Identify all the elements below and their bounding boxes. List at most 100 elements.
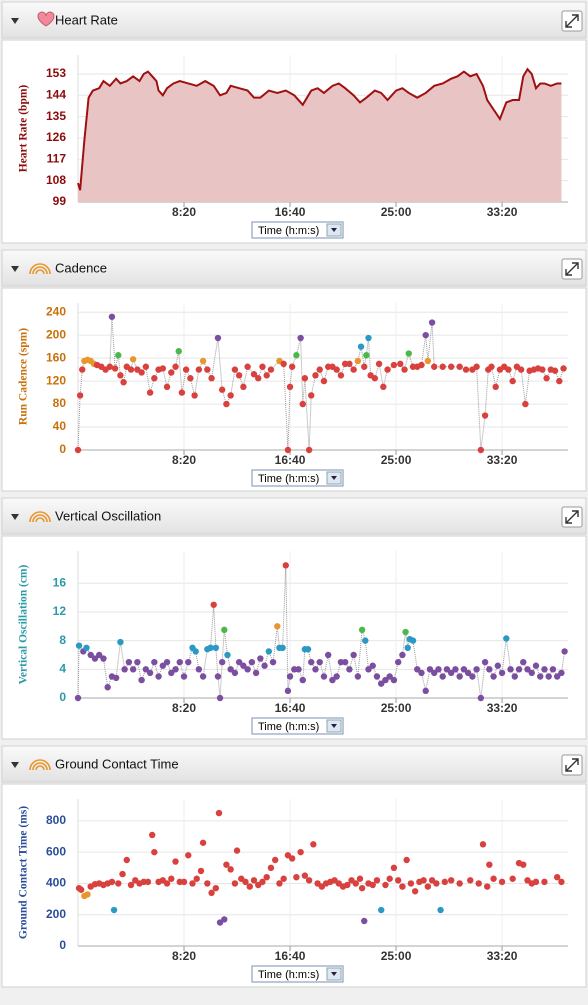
point (561, 648, 568, 655)
point (462, 366, 470, 373)
point (255, 375, 262, 382)
y-tick-label: 153 (46, 66, 66, 80)
expand-icon (565, 758, 579, 772)
collapse-toggle[interactable] (11, 514, 19, 520)
point (312, 666, 319, 673)
y-tick-label: 240 (46, 304, 66, 318)
point (537, 673, 544, 680)
x-tick-label: 33:20 (487, 205, 518, 219)
x-axis-dropdown[interactable] (251, 469, 344, 487)
point (163, 658, 171, 666)
point (240, 662, 247, 669)
point (394, 658, 402, 666)
point (199, 839, 207, 846)
point (244, 363, 251, 370)
point (403, 856, 410, 864)
point (386, 673, 393, 680)
sensor-icon (35, 269, 45, 275)
point (221, 916, 228, 923)
point (486, 861, 493, 868)
sensor-icon (35, 517, 45, 523)
dropdown-arrow (331, 724, 337, 728)
point (460, 666, 468, 673)
x-tick-label: 16:40 (275, 453, 306, 467)
point (447, 877, 455, 884)
point (242, 878, 249, 886)
point (350, 651, 357, 659)
point (293, 352, 300, 359)
collapse-toggle[interactable] (11, 762, 19, 768)
point (358, 884, 366, 892)
point (426, 666, 434, 673)
panel: Heart Rate 99 108 117 126 135 144 153 8:20 16:40 2… (1, 1, 587, 244)
point (210, 601, 217, 608)
y-tick-label: 117 (47, 151, 67, 165)
x-tick-label: 25:00 (381, 949, 412, 963)
point (509, 377, 516, 385)
point (324, 651, 332, 659)
point (354, 357, 362, 365)
point (316, 366, 323, 373)
y-tick-label: 0 (59, 442, 66, 456)
point (477, 446, 485, 454)
point (492, 383, 499, 391)
dropdown-arrow (331, 228, 337, 232)
point (280, 360, 287, 368)
point (433, 880, 440, 887)
point (467, 877, 474, 884)
point (441, 878, 449, 886)
point (475, 880, 482, 887)
point (276, 880, 283, 887)
point (104, 684, 111, 691)
sensor-icon (29, 511, 51, 523)
point (378, 680, 385, 687)
point (447, 363, 455, 370)
area (78, 69, 562, 203)
point (304, 646, 312, 653)
x-tick-label: 8:20 (172, 453, 196, 467)
point (329, 676, 336, 684)
point (221, 626, 228, 634)
point (83, 644, 90, 652)
point (151, 848, 158, 856)
point (333, 673, 340, 680)
point (354, 673, 362, 680)
point (172, 363, 179, 370)
x-axis-dropdown-label: Time (h:m:s) (258, 473, 319, 485)
point (218, 658, 226, 666)
point (407, 880, 415, 887)
collapse-toggle[interactable] (11, 266, 19, 272)
point (297, 848, 304, 856)
x-axis-dropdown[interactable] (251, 965, 344, 983)
point (363, 352, 370, 359)
x-axis-dropdown[interactable] (251, 717, 344, 735)
chart-area (1, 287, 587, 492)
point (316, 658, 323, 666)
point (123, 856, 130, 864)
point (142, 363, 150, 370)
point (549, 666, 557, 673)
expand-icon (565, 262, 579, 276)
point (117, 372, 124, 379)
point (293, 873, 300, 881)
x-axis-dropdown[interactable] (251, 221, 344, 239)
point (558, 878, 565, 886)
point (365, 666, 372, 673)
sensor-icon (29, 759, 51, 771)
point (108, 878, 116, 886)
point (341, 658, 349, 666)
point (185, 658, 192, 666)
point (411, 888, 419, 895)
point (172, 858, 179, 865)
x-axis-dropdown-label: Time (h:m:s) (258, 969, 319, 981)
point (399, 883, 406, 890)
point (373, 673, 381, 680)
point (74, 446, 82, 454)
point (235, 658, 243, 666)
collapse-toggle[interactable] (11, 18, 19, 24)
point (180, 673, 188, 680)
point (267, 864, 275, 872)
point (409, 637, 417, 644)
point (216, 694, 224, 702)
point (115, 880, 122, 887)
